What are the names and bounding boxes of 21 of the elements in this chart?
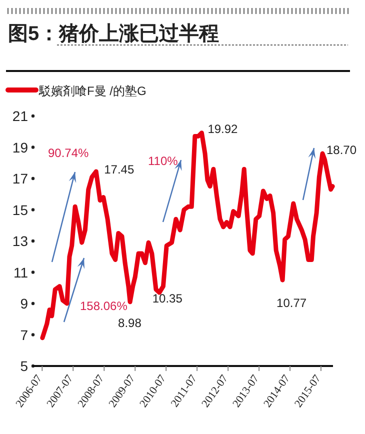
y-tick-label: 21 [12, 108, 28, 124]
y-tick-label: 11 [13, 264, 28, 280]
y-tick-label: 13 [12, 233, 28, 249]
annotation: 17.45 [104, 162, 134, 176]
annotation: 18.70 [326, 142, 357, 157]
annotation: 158.06% [80, 299, 128, 313]
y-tick-label: 15 [12, 202, 28, 218]
y-tick-label: 7 [20, 326, 28, 343]
annotation: 10.77 [276, 296, 307, 310]
annotation: 90.74% [48, 146, 89, 160]
annotation: 110% [148, 154, 178, 168]
legend-label: 駁嬪剤喰F曼 /的塾G [38, 84, 146, 98]
annotation: 10.35 [152, 291, 182, 306]
y-tick-label: 19 [12, 139, 28, 156]
legend: 駁嬪剤喰F曼 /的塾G [6, 84, 146, 98]
annotation: 8.98 [118, 316, 142, 330]
y-tick-label: 9 [20, 296, 28, 312]
y-tick-label: 17 [12, 170, 28, 186]
annotation: 19.92 [208, 122, 238, 136]
y-tick-label: 5 [20, 358, 28, 374]
title: 图5：猪价上涨已过半程 [8, 23, 220, 45]
